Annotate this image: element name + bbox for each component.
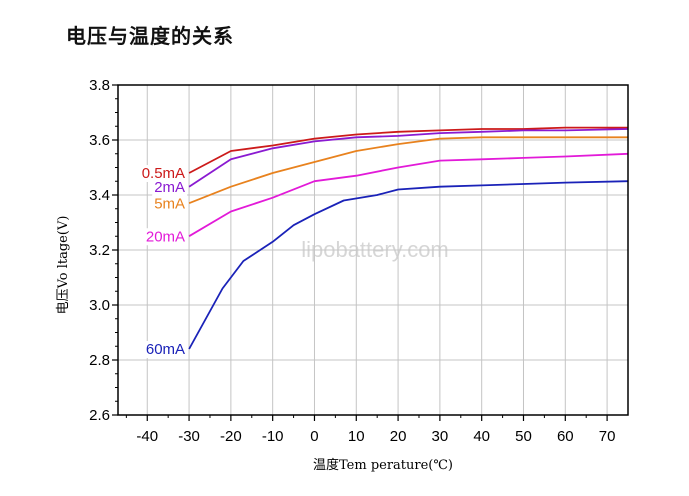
y-tick-label: 3.8 (89, 77, 110, 94)
series-label-bg (139, 165, 188, 182)
series-label-bg (152, 178, 188, 196)
series-label-5mA: 5mA (154, 195, 185, 212)
x-tick-label: -30 (178, 428, 200, 445)
series-label-20mA: 20mA (146, 228, 185, 245)
y-tick-label: 3.0 (89, 297, 110, 314)
x-tick-label: 40 (473, 428, 490, 445)
series-label-bg (143, 341, 188, 358)
x-axis-label: 温度Tem perature(℃) (313, 457, 453, 473)
series-line-60mA (188, 180, 629, 350)
series-label-2mA: 2mA (154, 179, 185, 196)
x-tick-label: 60 (557, 428, 574, 445)
ticks: -40 -30 -20 -10 0 10 20 30 40 50 60 70 2.6 2.8 3.0 3.2 3… (89, 77, 615, 445)
y-tick-label: 3.4 (89, 187, 110, 204)
series-label-0.5mA: 0.5mA (142, 165, 185, 182)
x-tick-label: 50 (515, 428, 532, 445)
x-tick-label: 20 (390, 428, 407, 445)
x-tick-label: 70 (599, 428, 616, 445)
y-tick-label: 3.6 (89, 132, 110, 149)
x-tick-label: -10 (262, 428, 284, 445)
series-lines (188, 126, 629, 350)
series-label-60mA: 60mA (146, 341, 185, 358)
series-line-5mA (188, 136, 628, 205)
y-tick-label: 3.2 (89, 242, 110, 259)
x-tick-label: 30 (432, 428, 449, 445)
series-label-bg (143, 228, 188, 246)
y-axis-label: 电压Vo ltage(V) (56, 216, 71, 315)
series-label-bg (152, 195, 188, 213)
x-tick-label: 0 (310, 428, 318, 445)
y-tick-label: 2.8 (89, 352, 110, 369)
y-tick-label: 2.6 (89, 407, 110, 424)
x-tick-label: -40 (136, 428, 158, 445)
x-tick-label: 10 (348, 428, 365, 445)
series-line-20mA (188, 152, 629, 237)
series-line-0.5mA (188, 126, 628, 174)
watermark: lipobattery.com (301, 237, 449, 262)
x-tick-label: -20 (220, 428, 242, 445)
series-line-2mA (188, 128, 629, 188)
page-title: 电压与温度的关系 (66, 24, 234, 48)
